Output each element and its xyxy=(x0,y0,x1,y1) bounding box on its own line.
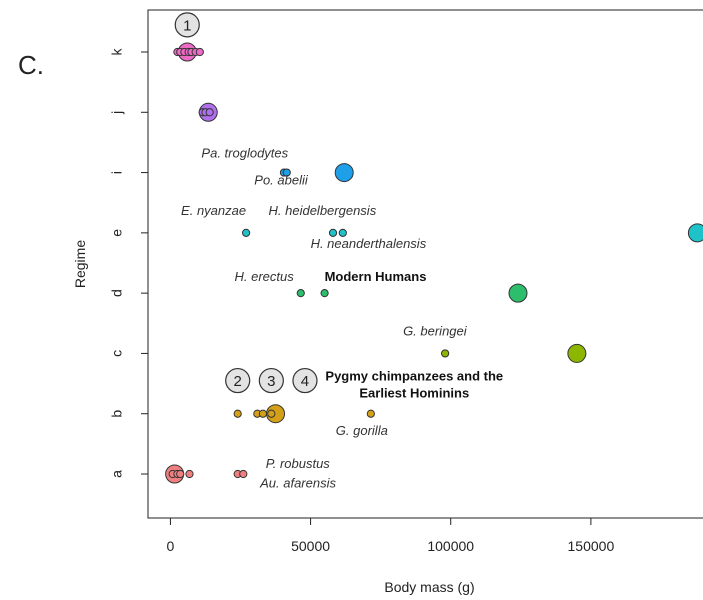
data-point-a xyxy=(239,469,248,479)
data-point-e xyxy=(687,223,703,243)
annotation-label: Au. afarensis xyxy=(259,475,336,490)
callout-circle xyxy=(174,12,200,38)
data-point-b xyxy=(267,409,276,418)
data-point-d xyxy=(320,289,329,298)
x-tick-label: 50000 xyxy=(291,538,330,554)
data-point-k xyxy=(195,47,204,57)
data-point-c xyxy=(441,349,450,358)
annotation-label: P. robustus xyxy=(266,456,331,471)
annotation-label: H. neanderthalensis xyxy=(311,236,427,251)
annotation-label: Modern Humans xyxy=(325,269,427,284)
y-axis-label: Regime xyxy=(72,240,88,288)
callout-label: 3 xyxy=(267,373,275,390)
annotation-label: G. gorilla xyxy=(336,423,388,438)
data-point-a xyxy=(176,469,185,479)
y-tick-label: e xyxy=(109,229,125,237)
x-tick-label: 150000 xyxy=(568,538,615,554)
plot-frame xyxy=(147,9,703,519)
x-tick-label: 0 xyxy=(167,538,175,554)
annotation-label: G. beringei xyxy=(403,323,468,338)
data-point-b xyxy=(258,409,268,418)
x-axis-label: Body mass (g) xyxy=(384,579,474,595)
y-tick-label: a xyxy=(109,470,125,478)
data-point-i xyxy=(282,168,291,177)
y-tick-label: d xyxy=(109,289,125,297)
callout-circle xyxy=(292,367,318,394)
y-tick-label: i xyxy=(109,171,125,174)
x-tick-label: 100000 xyxy=(427,538,474,554)
annotation-label: H. erectus xyxy=(235,269,295,284)
data-point-e xyxy=(338,228,347,237)
callout-label: 2 xyxy=(234,373,242,390)
callout-label: 4 xyxy=(301,373,309,390)
y-tick-label: j xyxy=(109,111,125,115)
annotation-label: Earliest Hominins xyxy=(359,385,469,400)
data-point-e xyxy=(242,228,251,237)
data-point-d xyxy=(508,283,528,303)
y-tick-label: c xyxy=(109,350,125,357)
panel-label: C. xyxy=(18,50,44,80)
callout-label: 1 xyxy=(183,17,191,34)
data-point-c xyxy=(567,343,587,363)
annotation-label: Pygmy chimpanzees and the xyxy=(325,369,503,384)
callout-circle xyxy=(225,367,251,394)
data-point-e xyxy=(328,228,338,237)
data-point-a xyxy=(185,469,194,479)
data-point-j xyxy=(205,108,214,117)
annotation-label: E. nyanzae xyxy=(181,203,246,218)
annotation-label: Po. abelii xyxy=(254,173,309,188)
data-point-b xyxy=(366,409,375,418)
data-point-i xyxy=(334,163,354,183)
annotation-label: Pa. troglodytes xyxy=(201,146,288,161)
callout-circle xyxy=(258,367,284,394)
data-point-b xyxy=(233,409,242,418)
data-point-d xyxy=(296,289,305,298)
y-tick-label: k xyxy=(109,48,125,56)
y-tick-label: b xyxy=(109,410,125,418)
annotation-label: H. heidelbergensis xyxy=(269,203,377,218)
